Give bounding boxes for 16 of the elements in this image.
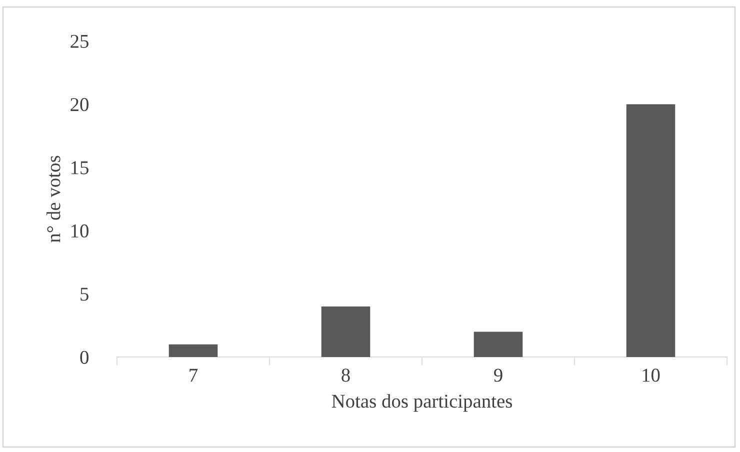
- y-axis-title: n° de votos: [46, 156, 60, 242]
- bar: [168, 344, 218, 357]
- bar: [626, 104, 676, 357]
- x-tick-label: 10: [642, 368, 660, 382]
- x-axis-title: Notas dos participantes: [332, 394, 512, 412]
- y-tick-label: 0: [80, 350, 88, 364]
- x-tick-label: 9: [494, 368, 502, 382]
- x-tick-label: 7: [190, 368, 198, 382]
- y-tick-label: 10: [71, 224, 88, 238]
- bar: [321, 306, 370, 357]
- y-tick-label: 5: [80, 288, 88, 301]
- y-tick-label: 15: [71, 161, 88, 174]
- y-tick-label: 25: [70, 34, 88, 48]
- bar: [474, 332, 523, 357]
- x-tick-label: 8: [342, 368, 350, 382]
- y-tick-label: 20: [70, 98, 88, 112]
